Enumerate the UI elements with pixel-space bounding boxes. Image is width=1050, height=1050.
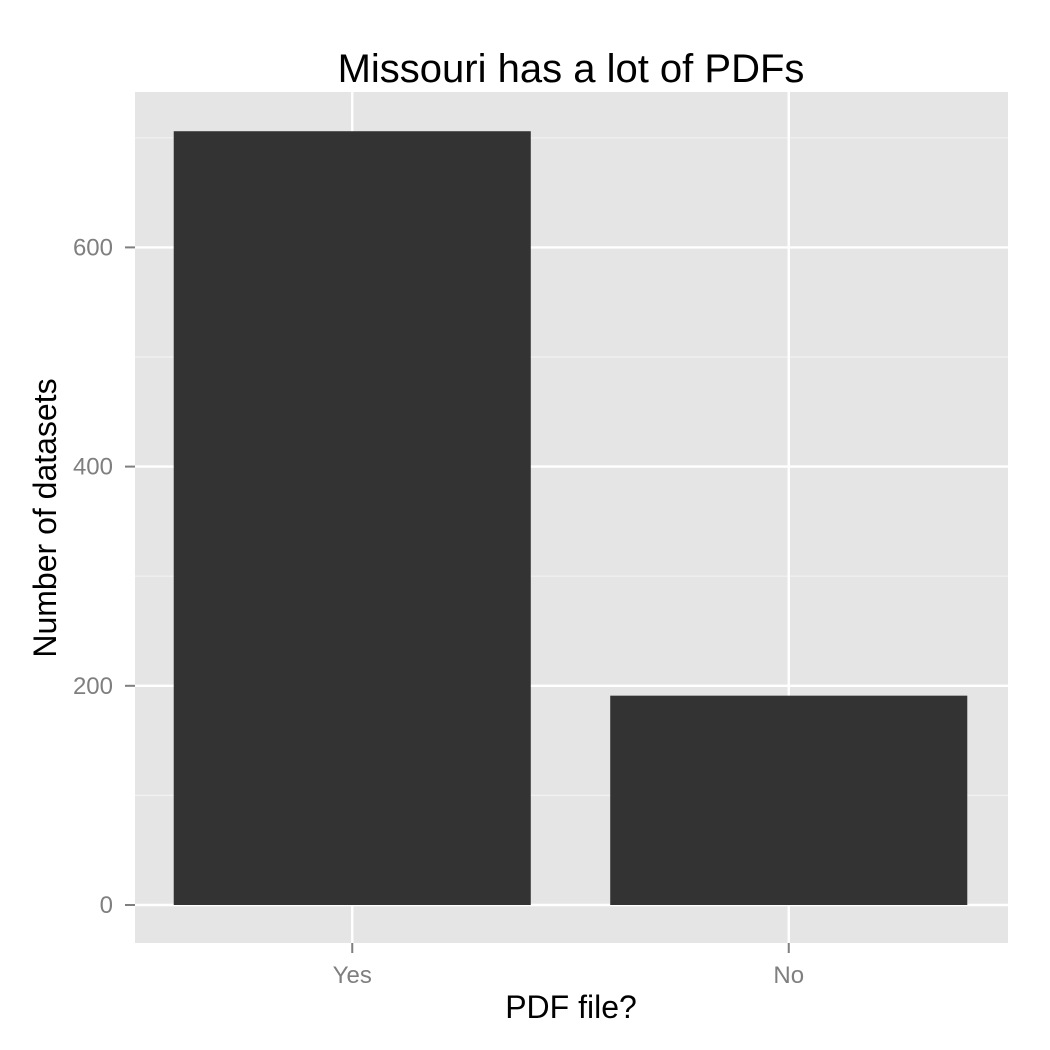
chart-title: Missouri has a lot of PDFs [338, 47, 805, 91]
x-tick-label: Yes [333, 962, 372, 989]
bar-no [610, 695, 968, 905]
y-tick-label: 0 [100, 892, 113, 919]
x-axis-title: PDF file? [505, 989, 637, 1025]
y-tick-label: 400 [73, 454, 113, 481]
bars [173, 131, 968, 905]
bar-yes [173, 131, 531, 905]
y-axis-title: Number of datasets [27, 378, 63, 657]
axes: 0 200 400 600 Yes No [73, 234, 804, 989]
x-tick-label: No [773, 962, 804, 989]
y-tick-label: 200 [73, 673, 113, 700]
y-tick-label: 600 [73, 234, 113, 261]
